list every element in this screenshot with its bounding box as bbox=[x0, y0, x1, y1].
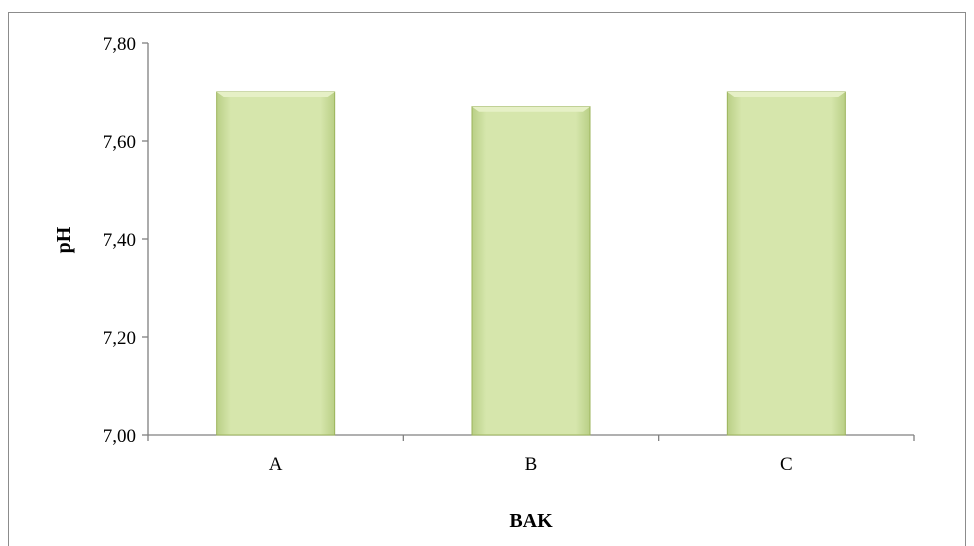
bar bbox=[471, 106, 591, 436]
y-tick-label: 7,80 bbox=[103, 34, 136, 55]
x-tick-label: A bbox=[269, 454, 283, 475]
y-tick-label: 7,00 bbox=[103, 426, 136, 447]
y-tick-label: 7,20 bbox=[103, 328, 136, 349]
bar-top-bevel bbox=[727, 92, 846, 97]
bar bbox=[726, 91, 846, 436]
bar-top-bevel bbox=[216, 92, 335, 97]
bar-top-bevel bbox=[472, 106, 590, 112]
x-axis-title: BAK bbox=[509, 510, 553, 532]
y-tick-label: 7,40 bbox=[103, 230, 136, 251]
chart-border bbox=[8, 12, 966, 546]
bar bbox=[216, 91, 336, 436]
y-tick-label: 7,60 bbox=[103, 132, 136, 153]
plot-area: 7,00 7,20 7,40 7,60 7,80 A B C bbox=[103, 34, 915, 475]
y-axis-title: pH bbox=[53, 226, 75, 253]
x-tick-label: B bbox=[525, 454, 538, 475]
x-tick-label: C bbox=[780, 454, 793, 475]
